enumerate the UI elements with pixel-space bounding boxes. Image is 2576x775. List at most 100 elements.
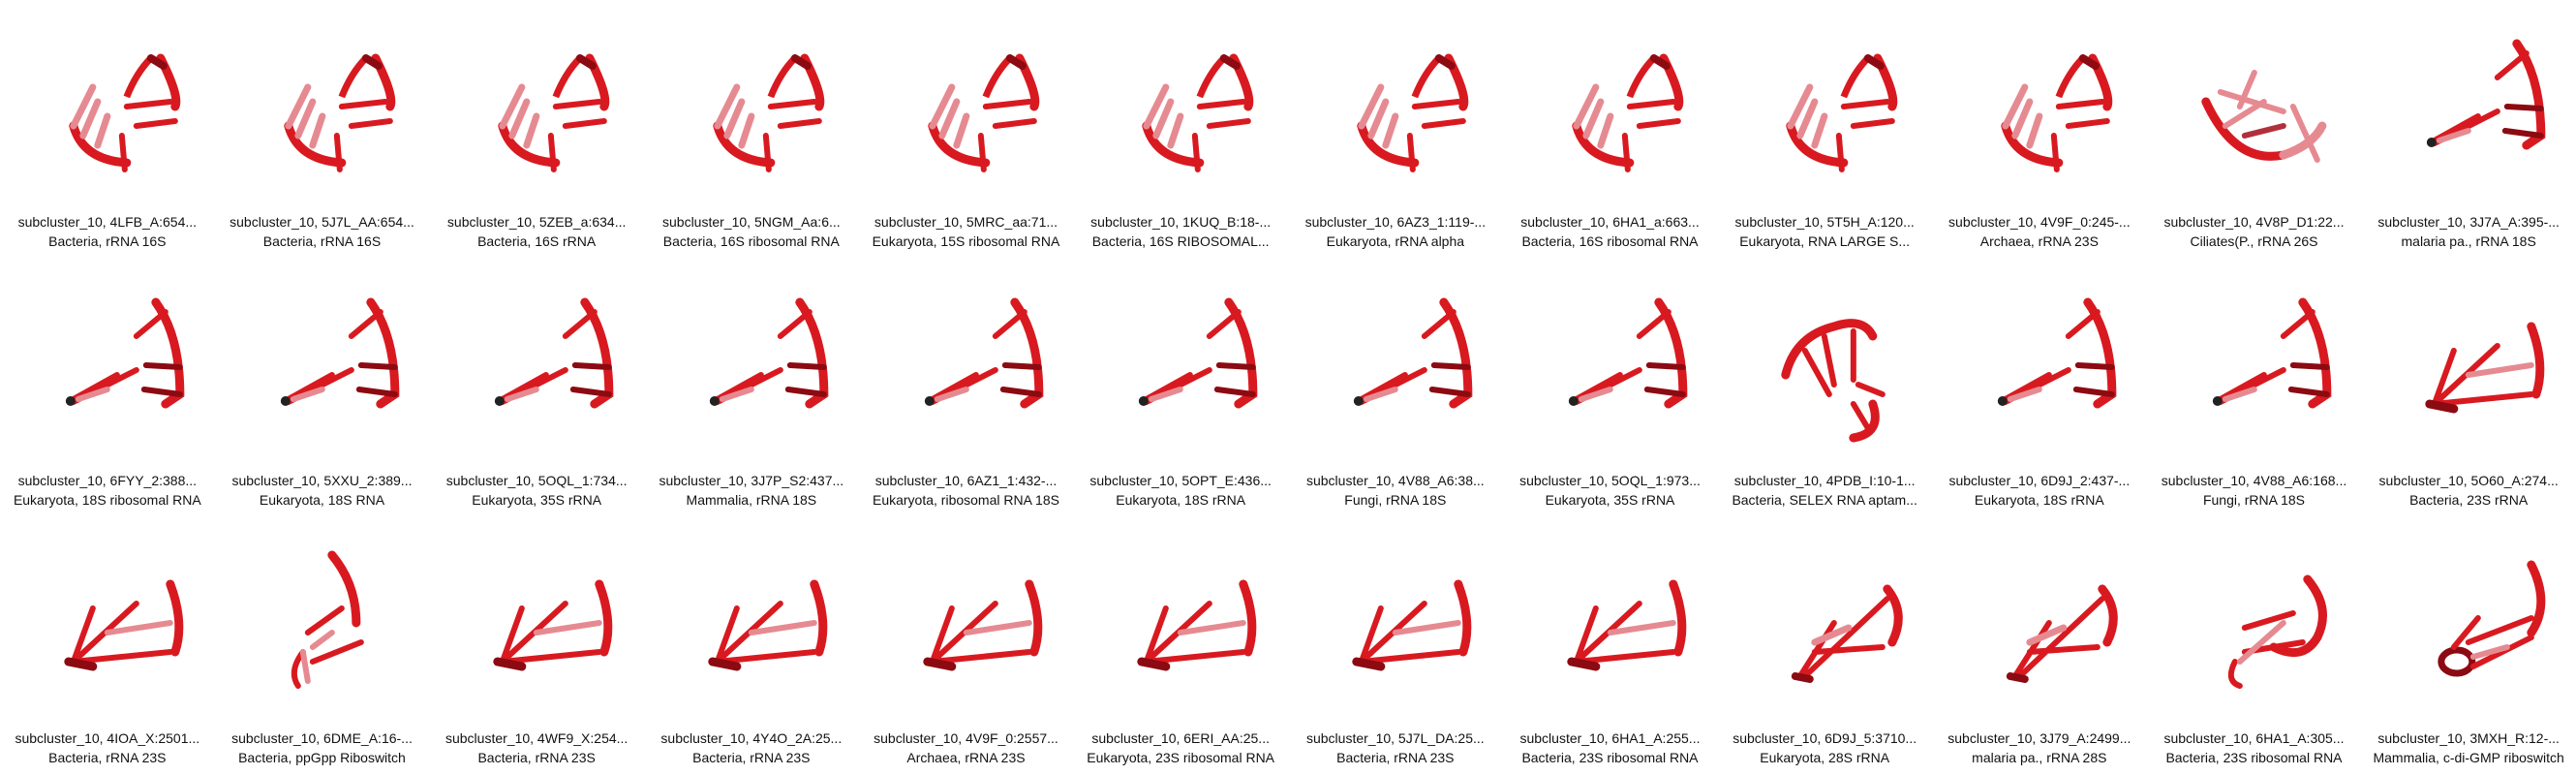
motif-id-label: subcluster_10, 6D9J_2:437-...	[1948, 472, 2131, 488]
motif-card: subcluster_10, 5MRC_aa:71... Eukaryota, 1…	[859, 0, 1074, 259]
motif-id-label: subcluster_10, 6ERI_AA:25...	[1091, 730, 1270, 747]
motif-card: subcluster_10, 4IOA_X:2501... Bacteria, r…	[0, 516, 215, 775]
rna-structure-image	[859, 259, 1074, 462]
motif-card: subcluster_10, 5NGM_Aa:6... Bacteria, 16S…	[644, 0, 859, 259]
motif-id-label: subcluster_10, 4Y4O_2A:25...	[660, 730, 843, 747]
rna-structure-image	[644, 259, 859, 462]
motif-id-label: subcluster_10, 6D9J_5:3710...	[1733, 730, 1917, 747]
motif-source-label: Eukaryota, 18S RNA	[259, 491, 385, 508]
motif-card: subcluster_10, 4WF9_X:254... Bacteria, rR…	[429, 516, 644, 775]
motif-id-label: subcluster_10, 6HA1_A:255...	[1519, 730, 1701, 747]
motif-source-label: Archaea, rRNA 23S	[906, 750, 1026, 766]
motif-id-label: subcluster_10, 5NGM_Aa:6...	[662, 214, 841, 230]
rna-structure-image	[1717, 516, 1932, 720]
motif-card: subcluster_10, 5O60_A:274... Bacteria, 23…	[2361, 259, 2576, 517]
rna-structure-image	[1288, 516, 1503, 720]
motif-source-label: malaria pa., rRNA 18S	[2401, 233, 2536, 249]
motif-card: subcluster_10, 6HA1_A:305... Bacteria, 23…	[2147, 516, 2362, 775]
motif-id-label: subcluster_10, 5ZEB_a:634...	[446, 214, 627, 230]
motif-card: subcluster_10, 5T5H_A:120... Eukaryota, R…	[1717, 0, 1932, 259]
rna-structure-image	[859, 516, 1074, 720]
motif-card: subcluster_10, 4V9F_0:2557... Archaea, rR…	[859, 516, 1074, 775]
motif-source-label: Bacteria, rRNA 23S	[477, 750, 596, 766]
motif-card: subcluster_10, 5XXU_2:389... Eukaryota, 1…	[215, 259, 430, 517]
motif-card: subcluster_10, 5J7L_AA:654... Bacteria, r…	[215, 0, 430, 259]
motif-card: subcluster_10, 4V88_A6:168... Fungi, rRNA…	[2147, 259, 2362, 517]
rna-structure-image	[859, 0, 1074, 203]
motif-id-label: subcluster_10, 5O60_A:274...	[2378, 472, 2559, 488]
motif-id-label: subcluster_10, 3J7A_A:395-...	[2377, 214, 2560, 230]
motif-source-label: malaria pa., rRNA 28S	[1972, 750, 2107, 766]
motif-card: subcluster_10, 4Y4O_2A:25... Bacteria, rR…	[644, 516, 859, 775]
rna-structure-image	[1288, 259, 1503, 462]
motif-card: subcluster_10, 5OQL_1:734... Eukaryota, 3…	[429, 259, 644, 517]
rna-structure-image	[0, 0, 215, 203]
motif-id-label: subcluster_10, 5J7L_DA:25...	[1305, 730, 1485, 747]
motif-card: subcluster_10, 3J7A_A:395-...malaria pa.…	[2361, 0, 2576, 259]
motif-source-label: Mammalia, c-di-GMP riboswitch	[2373, 750, 2564, 766]
motif-card: subcluster_10, 4V8P_D1:22... Ciliates(P.,…	[2147, 0, 2362, 259]
motif-id-label: subcluster_10, 4V9F_0:245-...	[1948, 214, 2131, 230]
rna-structure-image	[429, 516, 644, 720]
motif-source-label: Eukaryota, RNA LARGE S...	[1739, 233, 1911, 249]
motif-card: subcluster_10, 6D9J_5:3710... Eukaryota, …	[1717, 516, 1932, 775]
motif-source-label: Fungi, rRNA 18S	[2202, 491, 2306, 508]
motif-id-label: subcluster_10, 5MRC_aa:71...	[874, 214, 1058, 230]
motif-id-label: subcluster_10, 4V88_A6:168...	[2161, 472, 2347, 488]
rna-structure-image	[1503, 259, 1718, 462]
rna-structure-image	[1717, 259, 1932, 462]
rna-structure-image	[0, 259, 215, 462]
motif-id-label: subcluster_10, 1KUQ_B:18-...	[1090, 214, 1272, 230]
motif-id-label: subcluster_10, 5OPT_E:436...	[1089, 472, 1272, 488]
motif-card: subcluster_10, 5OQL_1:973... Eukaryota, 3…	[1503, 259, 1718, 517]
rna-structure-image	[2361, 259, 2576, 462]
motif-card: subcluster_10, 4LFB_A:654... Bacteria, rR…	[0, 0, 215, 259]
rna-structure-image	[1288, 0, 1503, 203]
motif-id-label: subcluster_10, 5J7L_AA:654...	[230, 214, 414, 230]
motif-source-label: Bacteria, 23S rRNA	[2409, 491, 2529, 508]
rna-structure-image	[644, 516, 859, 720]
motif-id-label: subcluster_10, 6DME_A:16-...	[231, 730, 413, 747]
motif-source-label: Bacteria, 16S rRNA	[477, 233, 597, 249]
motif-card: subcluster_10, 6D9J_2:437-... Eukaryota, …	[1932, 259, 2147, 517]
rna-structure-image	[1932, 516, 2147, 720]
motif-card: subcluster_10, 6AZ3_1:119-... Eukaryota, …	[1288, 0, 1503, 259]
motif-id-label: subcluster_10, 3MXH_R:12-...	[2377, 730, 2560, 747]
rna-structure-image	[2361, 516, 2576, 720]
rna-structure-image	[1073, 516, 1288, 720]
motif-card: subcluster_10, 3MXH_R:12-... Mammalia, c-…	[2361, 516, 2576, 775]
motif-id-label: subcluster_10, 6AZ1_1:432-...	[874, 472, 1058, 488]
rna-structure-image	[215, 259, 430, 462]
motif-id-label: subcluster_10, 5OQL_1:734...	[445, 472, 628, 488]
motif-card: subcluster_10, 3J79_A:2499... malaria pa.…	[1932, 516, 2147, 775]
motif-source-label: Eukaryota, 18S ribosomal RNA	[13, 491, 201, 508]
motif-card: subcluster_10, 6ERI_AA:25... Eukaryota, 2…	[1073, 516, 1288, 775]
motif-source-label: Bacteria, 16S ribosomal RNA	[1521, 233, 1699, 249]
motif-source-label: Bacteria, rRNA 23S	[48, 750, 167, 766]
motif-source-label: Eukaryota, ribosomal RNA 18S	[872, 491, 1059, 508]
motif-id-label: subcluster_10, 4V8P_D1:22...	[2163, 214, 2345, 230]
motif-id-label: subcluster_10, 4V9F_0:2557...	[874, 730, 1058, 747]
motif-source-label: Bacteria, 16S RIBOSOMAL...	[1091, 233, 1270, 249]
motif-id-label: subcluster_10, 4V88_A6:38...	[1305, 472, 1485, 488]
motif-card: subcluster_10, 6HA1_a:663... Bacteria, 16…	[1503, 0, 1718, 259]
rna-structure-image	[1503, 516, 1718, 720]
rna-structure-image	[1073, 0, 1288, 203]
motif-card: subcluster_10, 6DME_A:16-... Bacteria, pp…	[215, 516, 430, 775]
motif-id-label: subcluster_10, 4LFB_A:654...	[17, 214, 198, 230]
rna-structure-image	[2147, 516, 2362, 720]
motif-id-label: subcluster_10, 4WF9_X:254...	[445, 730, 629, 747]
motif-card: subcluster_10, 5ZEB_a:634... Bacteria, 16…	[429, 0, 644, 259]
motif-id-label: subcluster_10, 6HA1_a:663...	[1520, 214, 1700, 230]
motif-source-label: Eukaryota, 28S rRNA	[1760, 750, 1890, 766]
rna-structure-image	[2361, 0, 2576, 203]
motif-id-label: subcluster_10, 6HA1_A:305...	[2163, 730, 2345, 747]
motif-id-label: subcluster_10, 6AZ3_1:119-...	[1304, 214, 1487, 230]
rna-structure-image	[1932, 259, 2147, 462]
rna-structure-image	[1503, 0, 1718, 203]
rna-structure-image	[429, 0, 644, 203]
motif-id-label: subcluster_10, 3J7P_S2:437...	[659, 472, 844, 488]
motif-source-label: Bacteria, 23S ribosomal RNA	[1521, 750, 1699, 766]
motif-source-label: Bacteria, rRNA 23S	[1336, 750, 1455, 766]
